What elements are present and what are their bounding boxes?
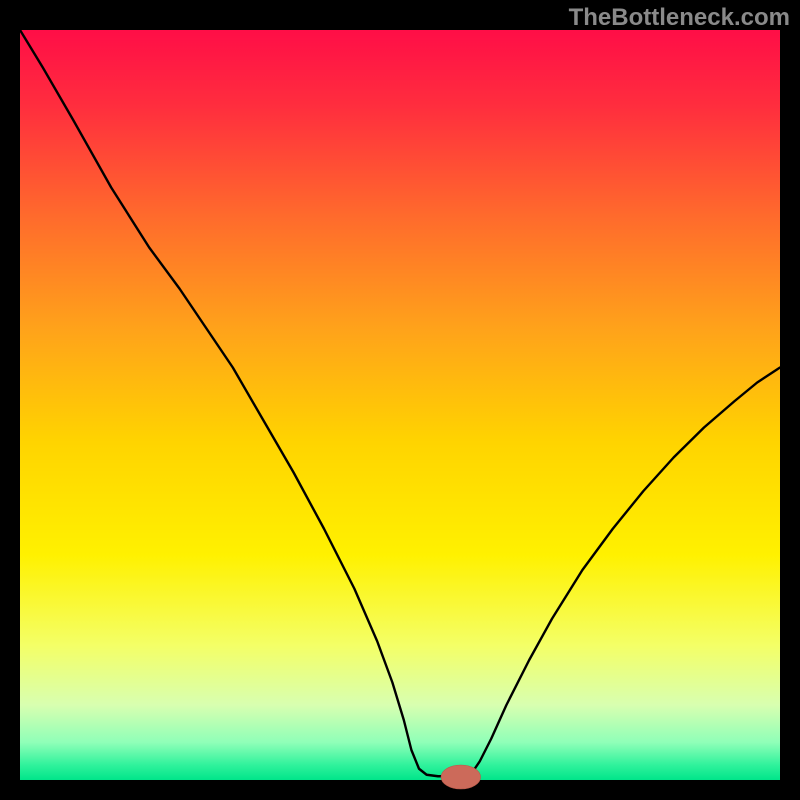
watermark-text: TheBottleneck.com (569, 4, 790, 32)
bottleneck-chart (0, 0, 800, 800)
plot-background (20, 30, 780, 780)
optimal-point-marker (441, 765, 481, 789)
